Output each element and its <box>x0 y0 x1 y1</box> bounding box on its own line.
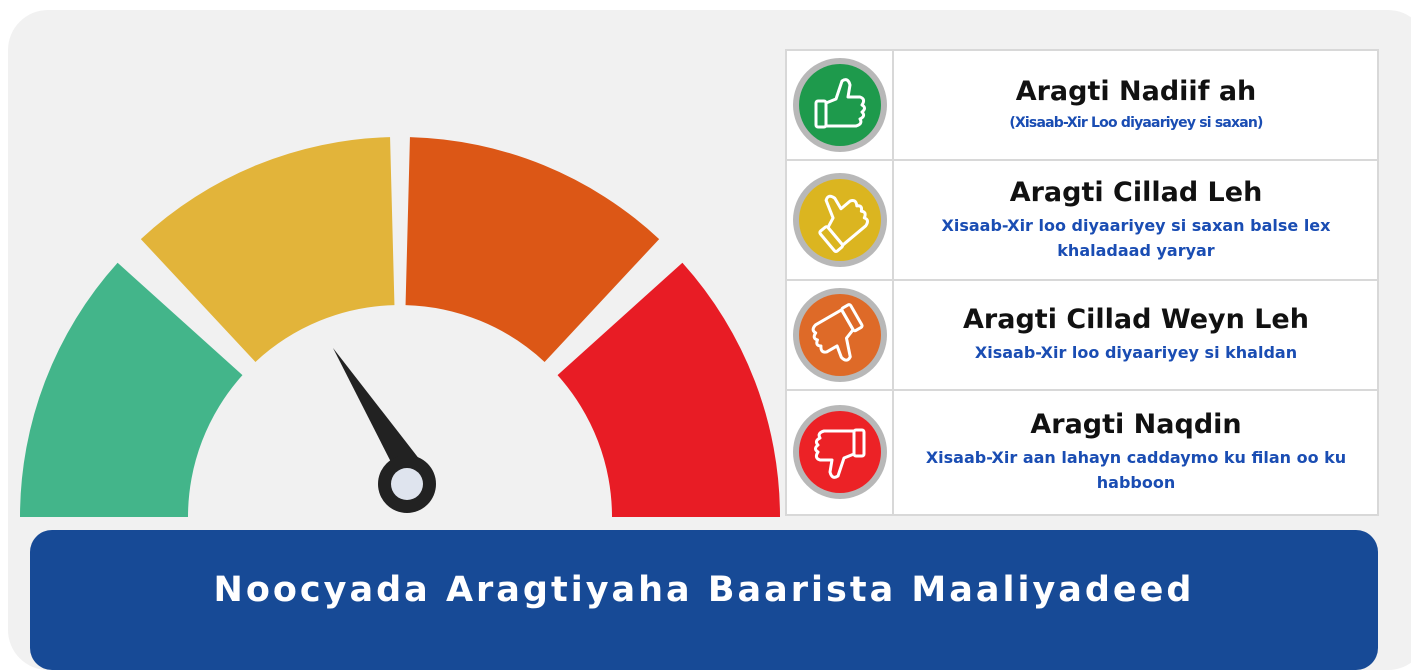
thumb-icon <box>818 194 869 253</box>
row-title: Aragti Naqdin <box>1030 409 1242 441</box>
row-cell: Aragti Naqdin Xisaab-Xir aan lahayn cadda… <box>895 390 1377 515</box>
icon-circle <box>799 64 881 146</box>
gauge-segment <box>140 137 395 362</box>
thumb-icon <box>811 303 864 362</box>
icon-circle <box>799 294 881 376</box>
thumb-hand <box>814 429 856 479</box>
banner-title: Noocyada Aragtiyaha Baarista Maaliyadeed <box>213 570 1195 610</box>
thumb-hand <box>824 78 866 128</box>
row-title: Aragti Cillad Weyn Leh <box>963 304 1309 336</box>
gauge-segment <box>405 137 660 362</box>
row-description: Xisaab-Xir aan lahayn caddaymo ku filan … <box>925 448 1347 492</box>
row-description: Xisaab-Xir loo diyaariyey si saxan balse… <box>941 215 1331 260</box>
row-title: Aragti Cillad Leh <box>1009 176 1263 208</box>
thumb-icon <box>814 78 866 129</box>
row-description: (Xisaab-Xir Loo diyaariyey si saxan) <box>1009 114 1263 131</box>
banner <box>30 530 1378 670</box>
needle <box>333 348 420 470</box>
gauge-segment <box>557 262 780 517</box>
thumb-icon <box>814 428 866 479</box>
thumb-hand <box>824 194 869 247</box>
row-cell: Aragti Cillad Leh Xisaab-Xir loo diyaariy… <box>895 160 1377 280</box>
icon-circle <box>799 411 881 493</box>
row-cell: Aragti Nadiif ah (Xisaab-Xir Loo diyaariy… <box>895 50 1377 160</box>
needle-pivot-inner <box>391 468 423 500</box>
gauge-segment <box>20 262 243 517</box>
icon-circle <box>799 179 881 261</box>
row-cell: Aragti Cillad Weyn Leh Xisaab-Xir loo diy… <box>895 280 1377 390</box>
row-title: Aragti Nadiif ah <box>1015 75 1257 107</box>
thumb-hand <box>811 308 855 362</box>
row-description: Xisaab-Xir loo diyaariyey si khaldan <box>974 343 1298 363</box>
